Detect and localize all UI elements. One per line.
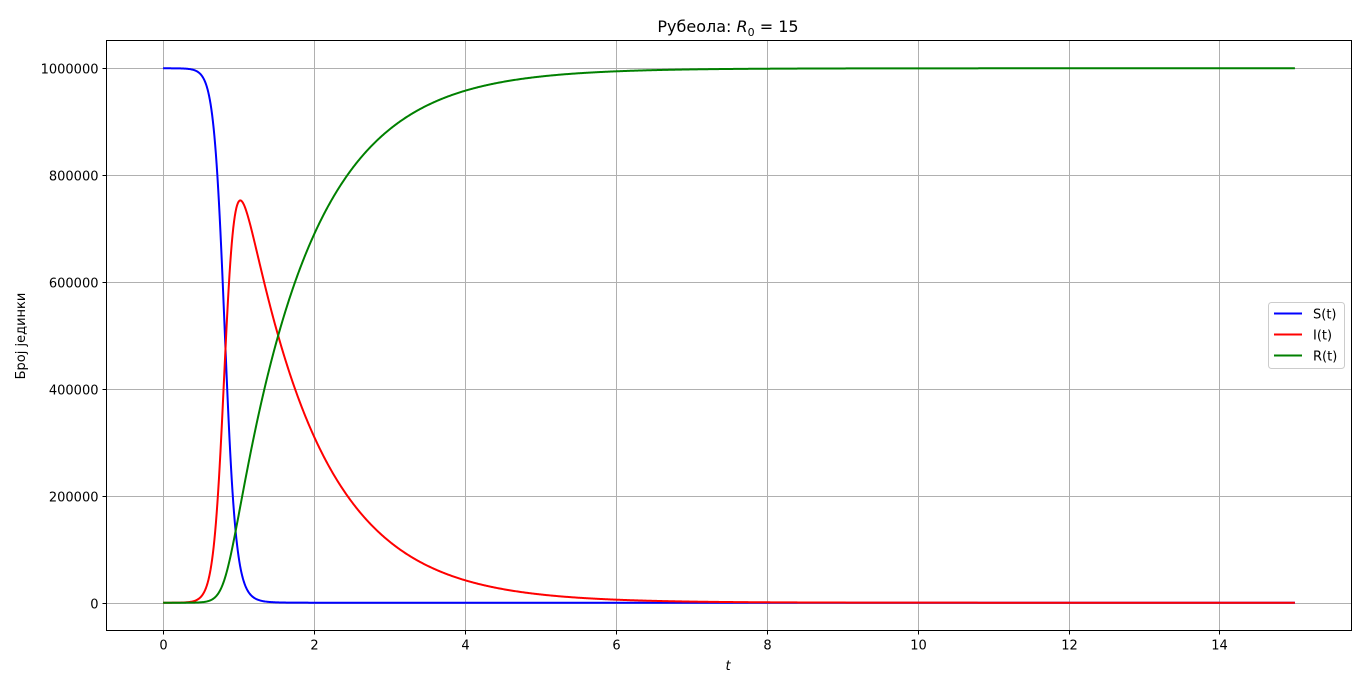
x-tick-label: 14 — [1211, 639, 1228, 654]
x-tick-label: 6 — [612, 639, 620, 654]
x-axis-ticks: 0 2 4 6 8 10 12 14 — [159, 630, 1228, 654]
y-tick-label: 800000 — [49, 170, 99, 185]
y-tick-label: 1000000 — [41, 63, 99, 78]
x-tick-label: 10 — [910, 639, 927, 654]
series-line-i — [162, 199, 1296, 604]
legend-box — [1268, 302, 1345, 369]
y-tick-label: 400000 — [49, 384, 99, 399]
legend-label: I(t) — [1313, 329, 1332, 344]
y-tick-label: 0 — [90, 598, 98, 613]
x-tick-label: 8 — [763, 639, 771, 654]
y-tick-label: 200000 — [49, 491, 99, 506]
legend-label: S(t) — [1313, 308, 1337, 323]
legend-label: R(t) — [1313, 350, 1337, 365]
y-axis-label: Број јединки — [14, 293, 29, 380]
y-tick-label: 600000 — [49, 277, 99, 292]
x-tick-label: 12 — [1061, 639, 1078, 654]
series-line-r — [162, 67, 1296, 604]
x-tick-label: 2 — [310, 639, 318, 654]
chart-title: Рубеола: R0 = 15 — [657, 17, 798, 39]
x-tick-label: 0 — [159, 639, 167, 654]
x-tick-label: 4 — [461, 639, 469, 654]
plot-frame — [106, 40, 1352, 631]
series-lines — [162, 67, 1296, 604]
y-axis-ticks: 0 200000 400000 600000 800000 1000000 — [41, 63, 107, 613]
x-axis-label: t — [725, 659, 731, 674]
legend: S(t) I(t) R(t) — [1268, 302, 1345, 369]
